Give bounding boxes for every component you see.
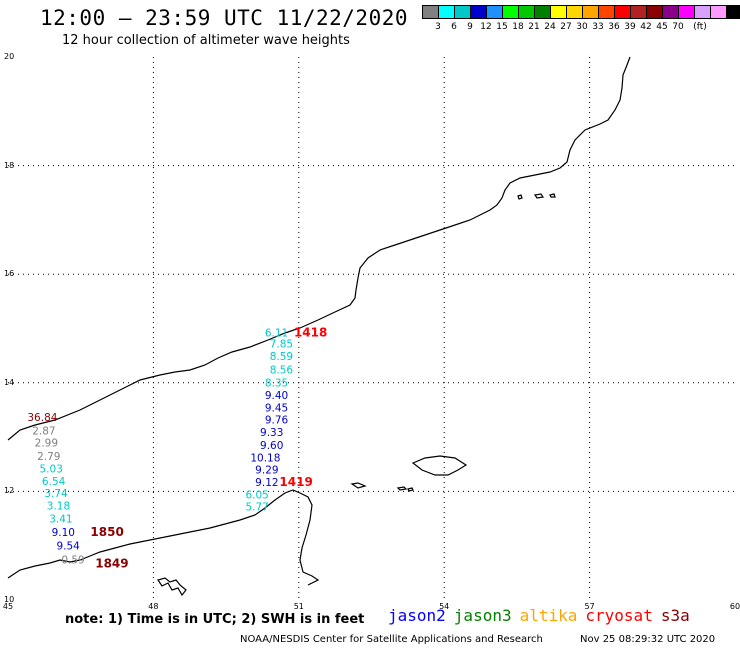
pass-time-label: 1419 — [279, 475, 312, 489]
legend-label: 12 — [480, 22, 492, 32]
satellite-name: s3a — [660, 606, 690, 625]
legend-unit: (ft) — [693, 22, 707, 32]
swh-reading: 9.12 — [255, 477, 278, 489]
longitude-tick: 48 — [148, 602, 159, 611]
coastline-segment — [549, 193, 556, 198]
swh-reading: 3.74 — [44, 488, 68, 500]
legend-label: 45 — [656, 22, 668, 32]
coastline-segment — [7, 56, 631, 441]
legend-label: 30 — [576, 22, 588, 32]
legend-label: 21 — [528, 22, 540, 32]
color-legend-labels: 3 6 9 12 15 18 21 24 27 30 33 36 39 42 45 70 (ft) — [422, 22, 740, 36]
swh-reading: 10.18 — [250, 453, 280, 465]
gridlines — [8, 57, 735, 600]
legend-label: 42 — [640, 22, 652, 32]
coastline-segment — [411, 455, 468, 476]
swh-reading: 6.05 — [245, 489, 268, 501]
coastline-segment — [396, 486, 408, 491]
legend-label: 3 — [435, 22, 441, 32]
swh-reading: 9.10 — [52, 527, 75, 539]
legend-label: 6 — [451, 22, 457, 32]
coastline-segment — [350, 482, 367, 489]
satellite-name: jason3 — [453, 606, 512, 625]
swh-reading: 5.03 — [40, 463, 63, 475]
swh-reading: 9.76 — [265, 415, 289, 427]
latitude-tick: 14 — [4, 377, 15, 387]
latitude-tick: 10 — [4, 595, 15, 604]
footer-note: note: 1) Time is in UTC; 2) SWH is in fe… — [65, 612, 365, 627]
swh-reading: 2.87 — [32, 425, 55, 437]
longitude-tick: 60 — [729, 602, 740, 611]
swh-reading: 9.33 — [260, 427, 283, 439]
swh-reading: 8.59 — [270, 351, 293, 363]
swh-reading: 5.77 — [245, 501, 268, 513]
swh-reading: 7.85 — [270, 339, 293, 351]
coastline-segment — [7, 489, 320, 586]
generation-timestamp: Nov 25 08:29:32 UTC 2020 — [580, 634, 716, 645]
latitude-tick: 16 — [4, 269, 15, 279]
swh-reading: 9.45 — [265, 403, 288, 415]
coastline-layer — [7, 56, 631, 597]
latitude-tick: 12 — [4, 486, 15, 496]
swh-reading: 6.11 — [265, 328, 288, 340]
pass-time-label: 1418 — [294, 326, 327, 340]
swh-reading: 36.84 — [27, 412, 57, 424]
pass-time-label: 1849 — [95, 556, 128, 570]
latitude-tick: 20 — [4, 52, 15, 61]
satellite-legend: jason2 jason3 altika cryosat s3a — [388, 606, 698, 625]
coastline-segment — [157, 577, 187, 597]
longitude-tick: 57 — [584, 602, 595, 611]
swh-reading: 8.35 — [265, 378, 288, 390]
legend-label: 39 — [624, 22, 636, 32]
swh-reading: 3.18 — [47, 500, 70, 512]
swh-reading: 2.79 — [37, 451, 60, 463]
legend-label: 24 — [544, 22, 556, 32]
swh-reading: 9.54 — [56, 541, 80, 553]
satellite-name: jason2 — [388, 606, 446, 625]
swh-reading: 0.59 — [61, 555, 84, 567]
credit-line: NOAA/NESDIS Center for Satellite Applica… — [240, 634, 543, 645]
swh-reading: 8.56 — [270, 365, 294, 377]
swh-reading: 2.99 — [35, 437, 58, 449]
map-title: 12:00 — 23:59 UTC 11/22/2020 — [40, 6, 409, 30]
legend-label: 9 — [467, 22, 473, 32]
latitude-tick: 18 — [4, 160, 15, 170]
color-legend — [422, 5, 740, 19]
swh-reading: 3.41 — [49, 513, 72, 525]
legend-swatch-19 — [726, 5, 740, 19]
coastline-segment — [533, 193, 545, 199]
longitude-tick: 45 — [2, 602, 14, 611]
legend-label: 33 — [592, 22, 604, 32]
longitude-tick: 54 — [439, 602, 450, 611]
swh-reading: 9.40 — [265, 390, 288, 402]
coastline-segment — [517, 194, 523, 200]
legend-label: 27 — [560, 22, 572, 32]
swh-reading: 6.54 — [42, 476, 66, 488]
legend-label: 70 — [672, 22, 684, 32]
map-subtitle: 12 hour collection of altimeter wave hei… — [62, 33, 350, 48]
satellite-name: cryosat — [585, 606, 653, 625]
pass-time-label: 1850 — [90, 525, 123, 539]
track-layer: 6.117.858.59 8.568.359.409.459.769.339.60… — [27, 326, 327, 571]
coastline-segment — [407, 487, 414, 492]
swh-reading: 9.60 — [260, 440, 283, 452]
legend-label: 18 — [512, 22, 524, 32]
legend-label: 15 — [496, 22, 508, 32]
longitude-tick: 51 — [293, 602, 304, 611]
legend-label: 36 — [608, 22, 620, 32]
swh-reading: 9.29 — [255, 464, 278, 476]
satellite-name: altika — [519, 606, 578, 625]
